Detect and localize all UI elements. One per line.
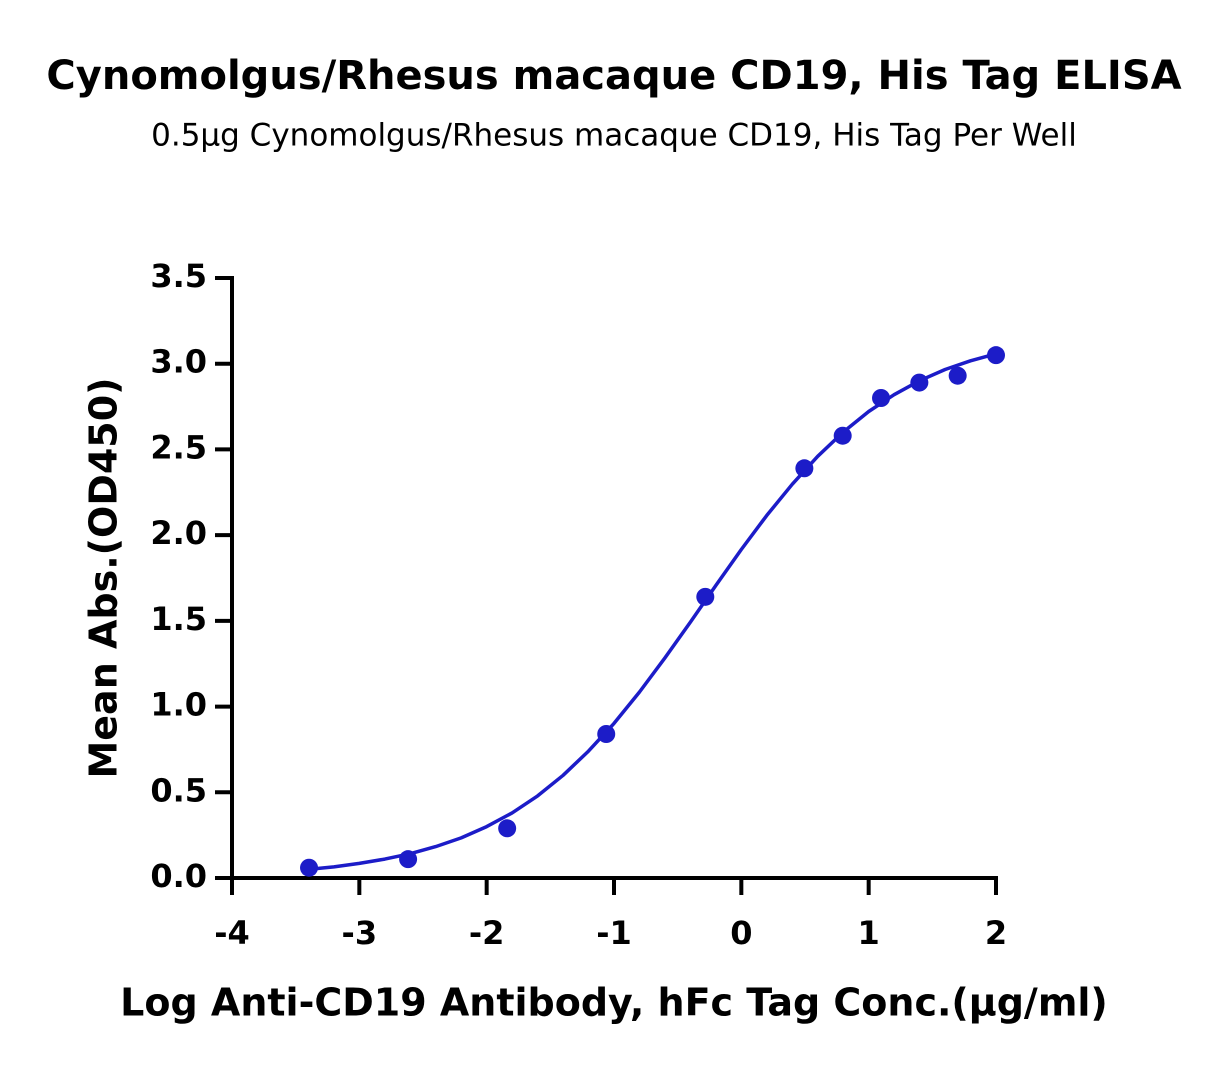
x-tick-label: -4 [214,914,250,952]
chart-subtitle: 0.5μg Cynomolgus/Rhesus macaque CD19, Hi… [151,118,1077,154]
y-tick-label: 3.5 [150,257,207,295]
x-axis-title: Log Anti-CD19 Antibody, hFc Tag Conc.(μg… [120,981,1108,1025]
data-point [795,459,814,478]
data-point [987,346,1005,365]
chart-title: Cynomolgus/Rhesus macaque CD19, His Tag … [46,53,1181,99]
fit-curve [308,352,997,872]
data-point [872,389,891,407]
x-tick-label: -1 [596,914,632,952]
y-tick-label: 2.5 [150,428,207,466]
data-point [300,858,319,877]
data-point [696,587,715,606]
y-tick-label: 1.0 [150,686,207,724]
x-tick-label: 0 [730,914,752,952]
data-point [399,850,418,869]
y-tick-label: 1.5 [150,600,207,638]
y-tick-label: 3.0 [150,343,207,381]
y-tick-label: 0.0 [150,857,207,895]
y-tick-label: 0.5 [150,771,207,809]
y-tick-label: 2.0 [150,514,207,552]
data-point [833,426,852,445]
data-point [910,373,929,392]
x-tick-label: -3 [342,914,378,952]
data-point [597,725,616,743]
x-tick-label: 2 [985,914,1007,952]
y-axis-title: Mean Abs.(OD450) [82,377,126,778]
x-tick-label: -2 [469,914,505,952]
x-tick-label: 1 [858,914,880,952]
data-point [948,366,967,385]
data-point [498,819,517,838]
